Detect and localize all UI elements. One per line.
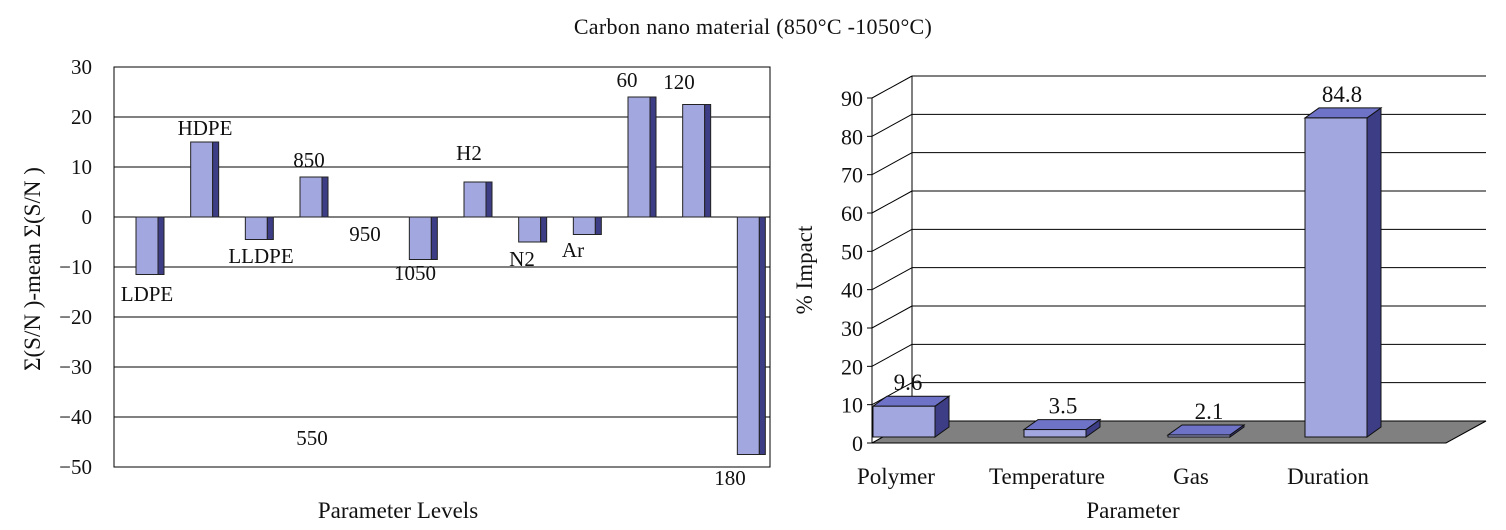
y-tick-label: −10 bbox=[59, 255, 92, 279]
y-tick-label: 0 bbox=[82, 205, 93, 229]
bar-top bbox=[1022, 419, 1102, 431]
y-axis-title: % Impact bbox=[792, 225, 817, 314]
gridline-depth bbox=[871, 343, 913, 367]
y-tick-label: 20 bbox=[71, 105, 92, 129]
bar-side bbox=[321, 176, 329, 218]
y-tick-label: 30 bbox=[71, 55, 92, 79]
gridline-depth bbox=[871, 267, 913, 291]
y-axis-title: Σ(S/N )-mean Σ(S/N ) bbox=[20, 167, 45, 371]
category-label: Duration bbox=[1287, 464, 1369, 489]
gridline-depth bbox=[871, 305, 913, 329]
y-tick-label: 50 bbox=[841, 239, 863, 264]
y-tick-label: 60 bbox=[841, 201, 863, 226]
category-label: 180 bbox=[714, 466, 746, 490]
gridline-depth bbox=[871, 152, 913, 176]
left-chart: 30 20 10 0 −10 −20 −30 −40 −50 LDPE HDPE LLDPE 850 95… bbox=[20, 55, 771, 523]
y-tick-label: 10 bbox=[841, 393, 863, 418]
category-label: Polymer bbox=[857, 464, 935, 489]
gridline-depth bbox=[871, 382, 913, 406]
category-label: 120 bbox=[663, 70, 695, 94]
x-axis-title: Parameter bbox=[1086, 498, 1180, 523]
bar-side bbox=[758, 216, 766, 455]
bar bbox=[1304, 117, 1368, 438]
category-label: N2 bbox=[509, 247, 535, 271]
bar-side bbox=[157, 216, 165, 275]
bar-side bbox=[212, 141, 220, 218]
data-label: 84.8 bbox=[1322, 82, 1362, 107]
bar-top bbox=[1303, 107, 1383, 119]
data-label: 2.1 bbox=[1195, 399, 1224, 424]
figure-title: Carbon nano material (850°C -1050°C) bbox=[573, 14, 933, 39]
category-label: 1050 bbox=[394, 261, 436, 285]
y-tick-label: 20 bbox=[841, 354, 863, 379]
bar-side bbox=[594, 216, 602, 235]
data-label: 3.5 bbox=[1049, 394, 1078, 419]
data-label: 9.6 bbox=[894, 370, 923, 395]
category-label: 60 bbox=[617, 68, 638, 92]
y-tick-label: 0 bbox=[852, 431, 863, 456]
category-label: 850 bbox=[293, 148, 325, 172]
category-label: LLDPE bbox=[228, 244, 293, 268]
y-tick-label: 70 bbox=[841, 163, 863, 188]
y-tick-label: 90 bbox=[841, 86, 863, 111]
bar-side bbox=[540, 216, 548, 243]
category-label: Temperature bbox=[989, 464, 1105, 489]
y-tick-label: 80 bbox=[841, 124, 863, 149]
bar-side bbox=[1366, 106, 1382, 438]
gridline-depth bbox=[871, 190, 913, 214]
bar-side bbox=[485, 181, 493, 218]
category-label: Ar bbox=[562, 238, 584, 262]
gridline-depth bbox=[871, 228, 913, 252]
bar-side bbox=[704, 104, 712, 218]
annotation-label: 550 bbox=[296, 426, 328, 450]
category-label: HDPE bbox=[178, 116, 233, 140]
bar-top bbox=[871, 395, 951, 407]
plot-frame bbox=[113, 66, 771, 468]
bar-side bbox=[430, 216, 438, 260]
x-axis-title: Parameter Levels bbox=[318, 498, 478, 523]
y-tick-label: −50 bbox=[59, 455, 92, 479]
gridline-depth bbox=[871, 113, 913, 137]
y-tick-label: −40 bbox=[59, 405, 92, 429]
category-label: Gas bbox=[1173, 464, 1209, 489]
bar bbox=[1023, 429, 1087, 438]
y-tick-label: −20 bbox=[59, 305, 92, 329]
bar bbox=[872, 405, 936, 438]
y-tick-label: 30 bbox=[841, 316, 863, 341]
y-tick-label: 10 bbox=[71, 155, 92, 179]
category-label: H2 bbox=[456, 141, 482, 165]
bar bbox=[1167, 434, 1231, 438]
gridline-depth bbox=[871, 75, 913, 99]
bar-side bbox=[266, 216, 274, 240]
y-tick-label: 40 bbox=[841, 278, 863, 303]
bar-side bbox=[649, 96, 657, 218]
category-label: 950 bbox=[349, 222, 381, 246]
y-tick-label: −30 bbox=[59, 355, 92, 379]
bar-top bbox=[1166, 424, 1246, 436]
category-label: LDPE bbox=[121, 282, 174, 306]
